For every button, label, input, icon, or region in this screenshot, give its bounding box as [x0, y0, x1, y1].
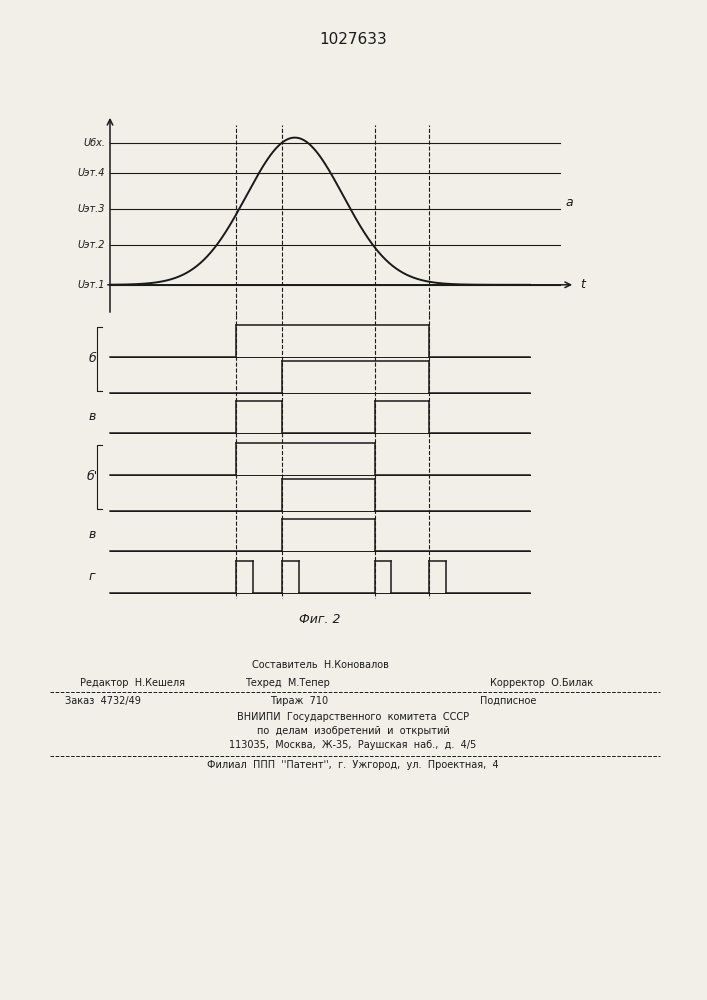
Text: Филиал  ППП  ''Патент'',  г.  Ужгород,  ул.  Проектная,  4: Филиал ППП ''Патент'', г. Ужгород, ул. П…	[207, 760, 499, 770]
Text: Фиг. 2: Фиг. 2	[299, 613, 341, 626]
Text: Корректор  О.Билак: Корректор О.Билак	[490, 678, 593, 688]
Text: Подписное: Подписное	[480, 696, 537, 706]
Text: Заказ  4732/49: Заказ 4732/49	[65, 696, 141, 706]
Text: Составитель  Н.Коновалов: Составитель Н.Коновалов	[252, 660, 388, 670]
Text: ВНИИПИ  Государственного  комитета  СССР: ВНИИПИ Государственного комитета СССР	[237, 712, 469, 722]
Text: по  делам  изобретений  и  открытий: по делам изобретений и открытий	[257, 726, 450, 736]
Text: Редактор  Н.Кешеля: Редактор Н.Кешеля	[80, 678, 185, 688]
Text: в: в	[88, 410, 95, 424]
Text: а: а	[565, 196, 573, 209]
Text: Uэт.3: Uэт.3	[78, 204, 105, 214]
Text: г: г	[88, 570, 95, 584]
Text: Техред  М.Тепер: Техред М.Тепер	[245, 678, 330, 688]
Text: Uэт.1: Uэт.1	[78, 280, 105, 290]
Text: Uбх.: Uбх.	[83, 138, 105, 148]
Text: 113035,  Москва,  Ж-35,  Раушская  наб.,  д.  4/5: 113035, Москва, Ж-35, Раушская наб., д. …	[229, 740, 477, 750]
Text: б': б'	[86, 471, 98, 484]
Text: б: б	[88, 353, 96, 365]
Text: 1027633: 1027633	[319, 32, 387, 47]
Text: t: t	[580, 278, 585, 291]
Text: в: в	[88, 528, 95, 542]
Text: Uэт.4: Uэт.4	[78, 168, 105, 178]
Text: Тираж  710: Тираж 710	[270, 696, 328, 706]
Text: Uэт.2: Uэт.2	[78, 240, 105, 250]
